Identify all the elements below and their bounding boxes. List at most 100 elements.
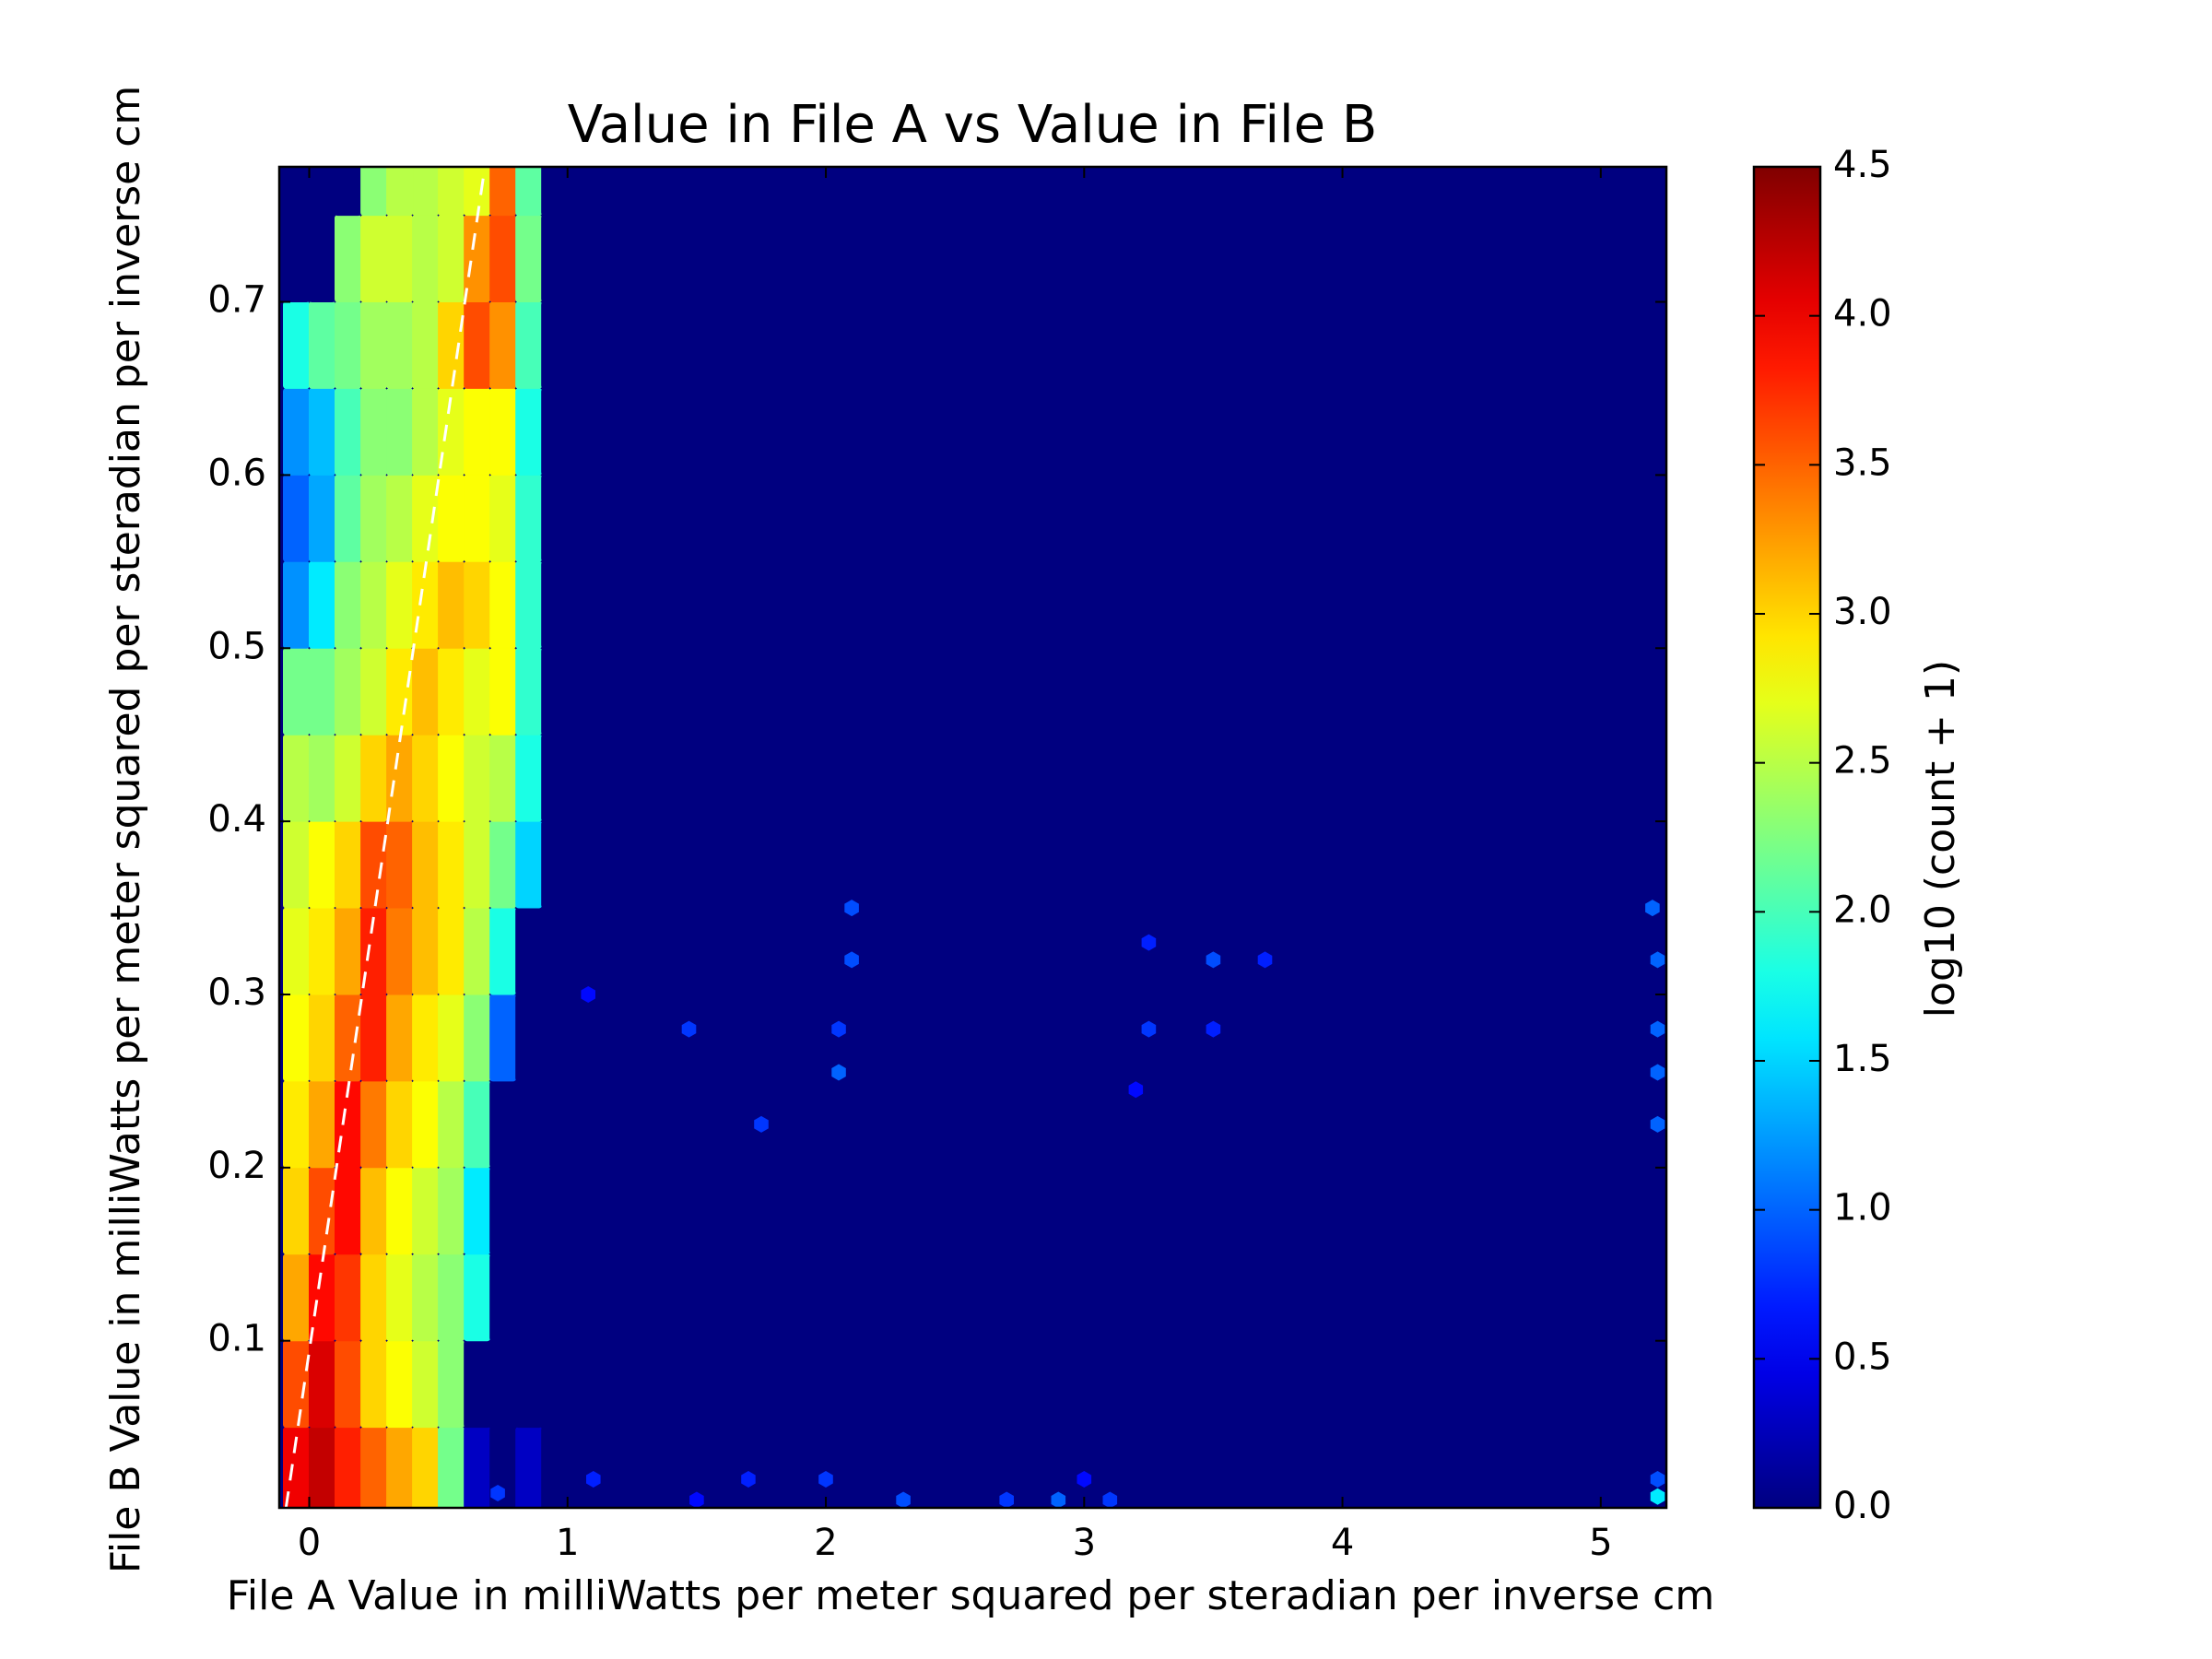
hex-point [1650, 1488, 1665, 1505]
hex-point [1206, 1020, 1221, 1038]
hex-cell [309, 647, 335, 735]
hex-cell [515, 994, 543, 1082]
hex-cell [283, 647, 310, 735]
hex-cell [360, 1253, 388, 1342]
hex-cell [515, 907, 543, 995]
hex-cell [335, 820, 361, 909]
hex-cell [515, 215, 543, 303]
hex-cell [515, 560, 543, 649]
colorbar-tick-label: 1.0 [1833, 1187, 1892, 1230]
hex-cell [386, 301, 414, 389]
hex-cell [489, 1340, 517, 1429]
y-tick-label: 0.4 [207, 798, 266, 841]
hex-cell [283, 907, 310, 995]
hex-cell [309, 907, 335, 995]
hex-point [586, 1471, 601, 1488]
hex-cell [438, 1253, 465, 1342]
hex-cell [515, 647, 543, 735]
colorbar-tick-label: 4.5 [1833, 144, 1892, 186]
hex-cell [438, 167, 465, 217]
hex-cell [489, 301, 517, 389]
hex-point [490, 1485, 505, 1501]
hex-cell [489, 1253, 517, 1342]
hex-cell [489, 1167, 517, 1255]
hex-point [1128, 1081, 1144, 1099]
hex-cell [360, 647, 388, 735]
hex-cell [541, 215, 569, 303]
hex-cell [489, 388, 517, 476]
y-axis-label: File B Value in milliWatts per meter squ… [102, 86, 149, 1574]
hex-cell [541, 734, 569, 822]
hex-cell [335, 167, 361, 217]
hex-cell [489, 1427, 517, 1508]
hex-cell [541, 994, 569, 1082]
hex-cell [386, 1167, 414, 1255]
hex-point [754, 1115, 769, 1133]
hex-point [896, 1491, 911, 1508]
hex-cell [335, 1253, 361, 1342]
hex-cell [360, 388, 388, 476]
hex-cell [283, 167, 310, 217]
hex-cell [464, 907, 491, 995]
hex-cell [386, 820, 414, 909]
hex-cell [335, 907, 361, 995]
colorbar-tick-label: 2.0 [1833, 888, 1892, 931]
hex-cell [360, 734, 388, 822]
colorbar-tick-label: 1.5 [1833, 1038, 1892, 1080]
fit-line [284, 167, 487, 1508]
hex-cell [309, 215, 335, 303]
y-tick-label: 0.5 [207, 625, 266, 667]
hex-cell [412, 647, 440, 735]
hex-cell [464, 820, 491, 909]
hex-cell [412, 1080, 440, 1169]
hex-point [1102, 1491, 1118, 1508]
hex-cell [386, 1080, 414, 1169]
hex-cell [438, 647, 465, 735]
hex-cell [360, 215, 388, 303]
plot-frame [277, 165, 1668, 1510]
hex-cell [283, 1253, 310, 1342]
hex-cell [464, 167, 491, 217]
hex-point [844, 900, 859, 917]
hex-cell [464, 1080, 491, 1169]
y-tick-label: 0.6 [207, 452, 266, 494]
hex-cell [464, 560, 491, 649]
hex-cell [541, 388, 569, 476]
colorbar-tick-label: 0.5 [1833, 1335, 1892, 1378]
hex-cell [489, 647, 517, 735]
hex-cell [360, 994, 388, 1082]
hex-cell [386, 647, 414, 735]
hex-point [1650, 1064, 1665, 1081]
hex-cell [283, 820, 310, 909]
hex-cell [360, 1080, 388, 1169]
hex-cell [515, 1167, 543, 1255]
hex-cell [438, 301, 465, 389]
y-tick-label: 0.3 [207, 971, 266, 1014]
hex-cell [464, 994, 491, 1082]
hex-cell [386, 215, 414, 303]
hex-cell [360, 560, 388, 649]
hex-cell [386, 388, 414, 476]
colorbar-tick-label: 4.0 [1833, 293, 1892, 335]
hex-cell [386, 474, 414, 562]
hex-point [1650, 1471, 1665, 1488]
hex-cell [464, 301, 491, 389]
hex-cell [386, 167, 414, 217]
hex-cell [335, 560, 361, 649]
hex-cell [464, 1427, 491, 1508]
x-tick-label: 1 [556, 1522, 579, 1564]
hex-cell [438, 215, 465, 303]
hex-cell [309, 1080, 335, 1169]
hex-point [689, 1491, 704, 1508]
hex-cell [309, 734, 335, 822]
hex-cell [412, 388, 440, 476]
hex-cell [541, 1427, 569, 1508]
hex-cell [464, 1167, 491, 1255]
hex-cell [335, 388, 361, 476]
hex-cell [335, 474, 361, 562]
plot-area [279, 167, 1666, 1508]
hex-cell [360, 474, 388, 562]
hex-point [831, 1020, 846, 1038]
hex-cell [412, 1427, 440, 1508]
